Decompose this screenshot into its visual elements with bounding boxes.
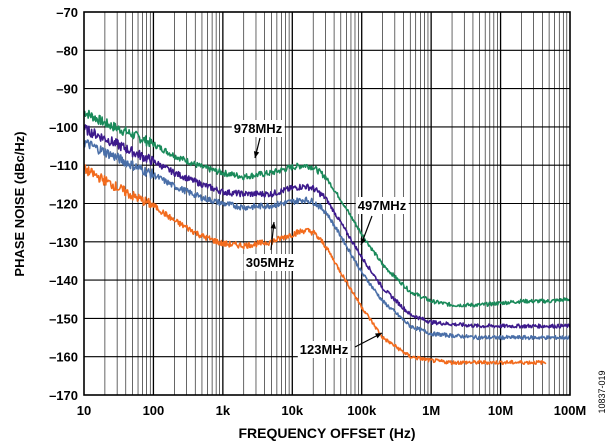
y-axis-label: PHASE NOISE (dBc/Hz) (12, 131, 27, 276)
y-tick-label: –80 (56, 43, 78, 58)
annotation-background (355, 197, 409, 214)
y-tick-label: –140 (49, 273, 78, 288)
annotation-arrow-head (375, 333, 382, 339)
annotation-background (297, 341, 351, 358)
series-line-978mhz (83, 109, 571, 308)
series-line-497mhz (83, 124, 571, 329)
x-tick-label: 100k (347, 403, 377, 418)
x-axis-label: FREQUENCY OFFSET (Hz) (238, 425, 415, 441)
plot-frame (83, 11, 571, 396)
y-tick-label: –70 (56, 5, 78, 20)
x-tick-label: 1M (422, 403, 440, 418)
annotation-arrow-head (360, 238, 366, 245)
annotation-arrow-head (253, 151, 260, 158)
y-tick-label: –90 (56, 82, 78, 97)
x-tick-label: 1k (216, 403, 231, 418)
x-tick-label: 10k (281, 403, 303, 418)
series-line-305mhz (83, 139, 571, 341)
annotation-497mhz: 497MHz (358, 198, 407, 213)
y-tick-label: –150 (49, 311, 78, 326)
annotation-123mhz: 123MHz (300, 342, 349, 357)
y-tick-label: –170 (49, 388, 78, 403)
annotation-background (243, 254, 297, 271)
annotation-background (231, 120, 285, 137)
annotation-978mhz: 978MHz (234, 121, 283, 136)
annotation-305mhz: 305MHz (246, 255, 295, 270)
y-tick-labels: –70 –80 –90 –100 –110 –120 –130 –140 –150 –160 –17… (49, 5, 78, 403)
figure-id: 10837-019 (597, 370, 607, 413)
grid-lines (84, 12, 570, 395)
y-tick-label: –130 (49, 235, 78, 250)
x-tick-label: 100M (554, 403, 587, 418)
y-tick-label: –120 (49, 197, 78, 212)
x-tick-label: 10 (77, 403, 91, 418)
y-tick-label: –110 (50, 158, 78, 173)
x-tick-label: 100 (143, 403, 165, 418)
x-tick-labels: 10 100 1k 10k 100k 1M 10M 100M (77, 403, 587, 418)
x-tick-label: 10M (488, 403, 513, 418)
annotations: 978MHz 497MHz 305MHz 123MHz (231, 120, 409, 358)
data-series (83, 109, 571, 366)
annotation-arrow-head (270, 222, 277, 229)
y-tick-label: –100 (49, 120, 78, 135)
y-tick-label: –160 (49, 350, 78, 365)
series-line-123mhz (83, 164, 547, 366)
